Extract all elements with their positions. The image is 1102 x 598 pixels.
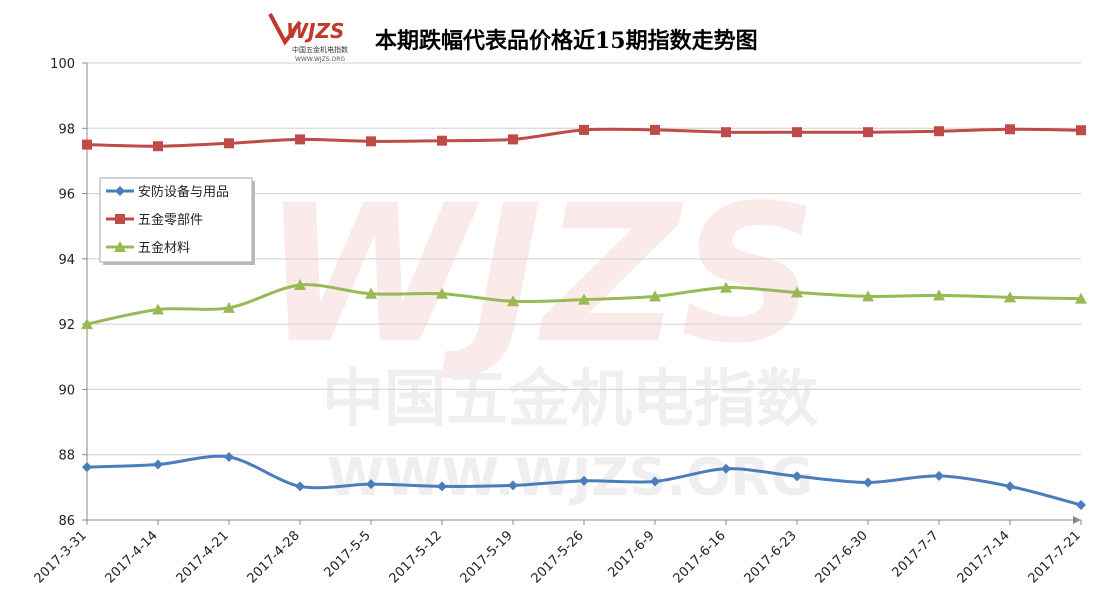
marker xyxy=(862,290,874,302)
marker xyxy=(1004,291,1016,303)
y-tick-label: 92 xyxy=(58,318,75,333)
marker xyxy=(153,141,163,152)
logo-mark: WJZS xyxy=(286,19,344,43)
marker xyxy=(792,127,802,138)
marker xyxy=(81,318,93,330)
marker xyxy=(1005,124,1015,135)
watermark-mark: WJZS xyxy=(263,164,818,385)
marker xyxy=(224,451,234,462)
marker xyxy=(1076,499,1086,510)
marker xyxy=(934,470,944,481)
legend-label: 安防设备与用品 xyxy=(138,184,229,200)
y-tick-label: 96 xyxy=(58,188,75,203)
marker xyxy=(224,138,234,149)
legend-label: 五金零部件 xyxy=(138,212,203,228)
marker xyxy=(437,481,447,492)
marker xyxy=(295,134,305,145)
marker xyxy=(863,477,873,488)
marker xyxy=(791,286,803,298)
logo-url: WWW.WJZS.ORG xyxy=(295,56,345,63)
marker xyxy=(366,136,376,147)
marker xyxy=(508,480,518,491)
x-tick-label: 2017-5-26 xyxy=(529,528,587,586)
marker xyxy=(507,295,519,307)
x-tick-label: 2017-6-30 xyxy=(813,528,871,586)
marker xyxy=(1005,481,1015,492)
marker xyxy=(82,139,92,150)
watermark-url: WWW.WJZS.ORG xyxy=(327,448,813,508)
x-tick-label: 2017-7-14 xyxy=(955,528,1013,586)
chart-title: 本期跌幅代表品价格近15期指数走势图 xyxy=(375,28,758,54)
x-tick-label: 2017-6-9 xyxy=(605,528,657,580)
marker xyxy=(792,471,802,482)
marker xyxy=(82,462,92,473)
marker xyxy=(295,481,305,492)
x-tick-label: 2017-7-21 xyxy=(1026,528,1084,586)
marker xyxy=(863,127,873,138)
marker xyxy=(650,124,660,135)
marker xyxy=(720,281,732,293)
marker xyxy=(579,475,589,486)
logo: WJZS 中国五金机电指数 WWW.WJZS.ORG xyxy=(268,13,348,63)
marker xyxy=(721,127,731,138)
watermark-name: 中国五金机电指数 xyxy=(322,362,818,435)
y-tick-label: 86 xyxy=(58,514,75,529)
marker xyxy=(933,289,945,301)
marker xyxy=(223,301,235,313)
y-tick-label: 98 xyxy=(58,122,75,137)
logo-name: 中国五金机电指数 xyxy=(292,45,348,54)
marker xyxy=(365,287,377,299)
marker xyxy=(508,134,518,145)
marker xyxy=(934,126,944,137)
marker xyxy=(366,479,376,490)
logo-arrow xyxy=(268,13,302,46)
x-tick-label: 2017-4-21 xyxy=(174,528,232,586)
marker xyxy=(650,476,660,487)
marker xyxy=(294,278,306,290)
x-axis-arrow xyxy=(1073,516,1081,524)
y-tick-label: 88 xyxy=(58,449,75,464)
marker xyxy=(437,135,447,146)
y-tick-label: 100 xyxy=(50,57,75,72)
marker xyxy=(436,287,448,299)
marker xyxy=(579,124,589,135)
x-tick-label: 2017-6-23 xyxy=(742,528,800,586)
x-tick-label: 2017-3-31 xyxy=(32,528,90,586)
marker xyxy=(721,463,731,474)
x-tick-label: 2017-5-12 xyxy=(387,528,445,586)
x-tick-label: 2017-6-16 xyxy=(671,528,729,586)
marker xyxy=(115,214,125,224)
x-tick-label: 2017-5-5 xyxy=(321,528,373,580)
x-tick-label: 2017-4-14 xyxy=(103,528,161,586)
watermark: WJZS 中国五金机电指数 WWW.WJZS.ORG xyxy=(263,164,818,508)
y-tick-label: 94 xyxy=(58,253,75,268)
marker xyxy=(649,290,661,302)
marker xyxy=(115,186,125,196)
legend-label: 五金材料 xyxy=(138,240,190,256)
marker xyxy=(1075,292,1087,304)
x-tick-label: 2017-4-28 xyxy=(245,528,303,586)
x-tick-label: 2017-7-7 xyxy=(889,528,941,580)
marker xyxy=(153,459,163,470)
marker xyxy=(1076,125,1086,136)
marker xyxy=(114,241,126,252)
marker xyxy=(152,303,164,315)
y-tick-label: 90 xyxy=(58,383,75,398)
x-tick-label: 2017-5-19 xyxy=(458,528,516,586)
marker xyxy=(578,293,590,305)
